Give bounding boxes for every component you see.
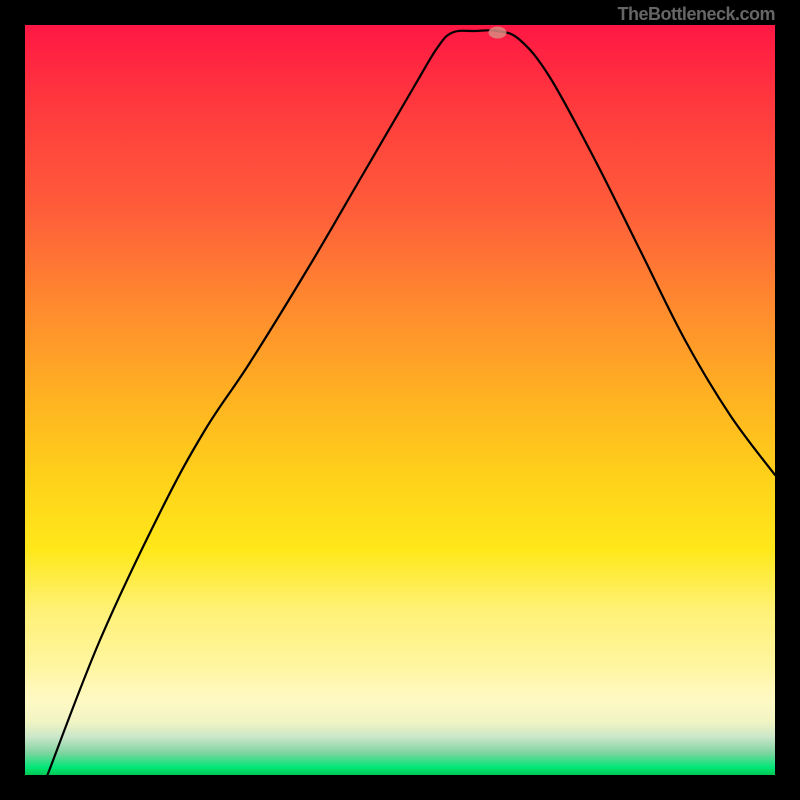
watermark-text: TheBottleneck.com [617, 4, 775, 25]
chart-background [25, 25, 775, 775]
optimal-marker [489, 27, 507, 39]
bottleneck-chart [25, 25, 775, 775]
chart-svg [25, 25, 775, 775]
